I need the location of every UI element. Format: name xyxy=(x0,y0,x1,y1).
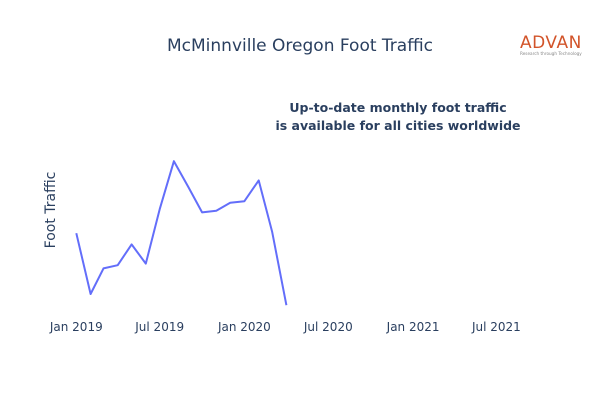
logo-name: ADVAN xyxy=(520,33,582,53)
x-tick-label: Jul 2019 xyxy=(134,320,184,334)
y-axis-label: Foot Traffic xyxy=(43,172,59,249)
chart-title: McMinnville Oregon Foot Traffic xyxy=(167,36,433,56)
annotation-line-2: is available for all cities worldwide xyxy=(275,118,520,133)
x-tick-label: Jul 2020 xyxy=(303,320,353,334)
x-tick-label: Jan 2020 xyxy=(217,320,271,334)
logo-tagline: Research through Technology xyxy=(520,51,582,56)
plot-area xyxy=(75,160,288,306)
x-tick-label: Jan 2021 xyxy=(386,320,440,334)
x-tick-label: Jan 2019 xyxy=(49,320,103,334)
advan-logo: ADVAN Research through Technology xyxy=(520,33,582,56)
x-axis-ticks: Jan 2019 Jul 2019 Jan 2020 Jul 2020 Jan 2021… xyxy=(49,320,521,334)
annotation-line-1: Up-to-date monthly foot traffic xyxy=(289,100,506,115)
series-line xyxy=(75,160,288,306)
x-tick-label: Jul 2021 xyxy=(471,320,521,334)
